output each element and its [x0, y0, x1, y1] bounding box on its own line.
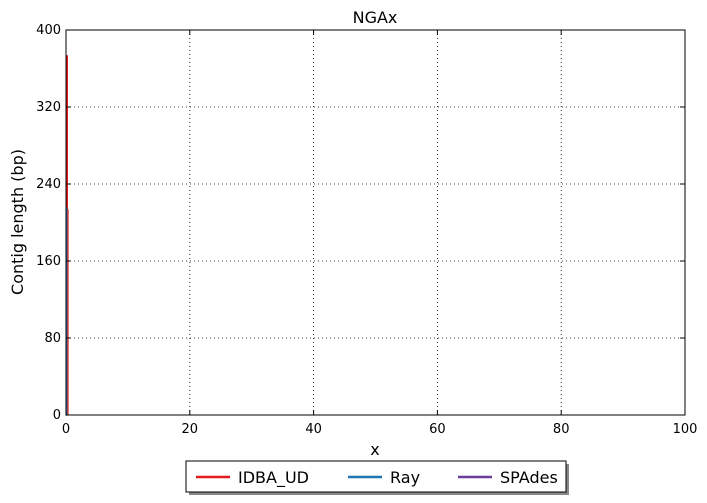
y-tick-label: 400	[36, 23, 61, 38]
grid	[66, 30, 685, 415]
x-tick-label: 80	[553, 422, 570, 437]
y-axis-label: Contig length (bp)	[8, 149, 27, 295]
ticks	[65, 29, 686, 416]
legend-label: SPAdes	[500, 468, 558, 487]
x-tick-label: 100	[673, 422, 698, 437]
legend-label: Ray	[390, 468, 420, 487]
y-tick-label: 240	[36, 177, 61, 192]
y-tick-label: 80	[44, 331, 61, 346]
legend-items: IDBA_UD Ray SPAdes	[196, 468, 558, 488]
tick-labels: 0 20 40 60 80 100 0 80 160 240 320 400	[36, 23, 697, 437]
legend-label: IDBA_UD	[238, 468, 309, 488]
y-tick-label: 160	[36, 254, 61, 269]
x-tick-label: 40	[305, 422, 322, 437]
legend: IDBA_UD Ray SPAdes	[185, 460, 569, 495]
x-tick-label: 20	[182, 422, 199, 437]
x-axis-label: x	[370, 440, 379, 459]
chart-title: NGAx	[353, 8, 398, 27]
x-tick-label: 60	[429, 422, 446, 437]
plot-frame	[65, 29, 686, 416]
y-tick-label: 0	[53, 408, 61, 423]
x-tick-label: 0	[62, 422, 70, 437]
y-tick-label: 320	[36, 100, 61, 115]
